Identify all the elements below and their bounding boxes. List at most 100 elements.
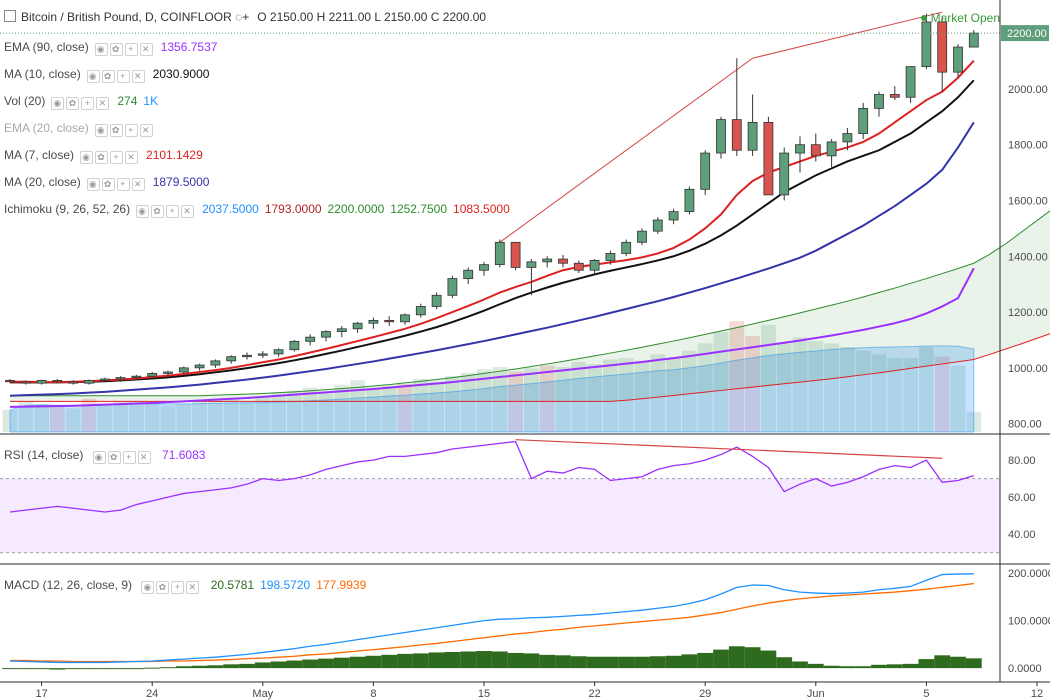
close-icon[interactable]: ✕	[125, 151, 139, 164]
macd-legend[interactable]: MACD (12, 26, close, 9) ◉ ✿ + ✕ 20.5781 198.…	[4, 577, 367, 594]
plus-icon[interactable]: +	[166, 205, 180, 218]
legend-icons[interactable]: ◉ ✿ + ✕	[136, 202, 196, 218]
symbol-title: Bitcoin / British Pound, D, COINFLOOR	[21, 10, 232, 24]
collapse-icon[interactable]	[4, 10, 16, 22]
rsi-legend-icons[interactable]: ◉ ✿ + ✕	[92, 448, 153, 464]
volume-bar	[492, 366, 508, 432]
rsi-divergence-line	[515, 439, 943, 459]
rsi-line	[9, 440, 974, 513]
close-icon[interactable]: ✕	[131, 70, 145, 83]
legend-ema20[interactable]: EMA (20, close) ◉ ✿ + ✕	[4, 120, 155, 137]
legend-icons[interactable]: ◉ ✿ + ✕	[86, 67, 147, 83]
plus-icon[interactable]: +	[124, 124, 138, 137]
plus-icon: +	[122, 451, 136, 464]
macd-signal-line	[10, 582, 974, 663]
gear-icon[interactable]: ✿	[109, 124, 123, 137]
legend-icons[interactable]: ◉ ✿ + ✕	[94, 121, 155, 137]
volume-bar	[34, 403, 49, 432]
volume-bar	[950, 365, 966, 432]
rsi-legend-value: 71.6083	[162, 448, 206, 462]
eye-icon[interactable]: ◉	[94, 43, 108, 56]
macd-legend-icons[interactable]: ◉ ✿ + ✕	[141, 578, 201, 594]
close-icon[interactable]: ✕	[181, 205, 195, 218]
macd-histogram-bar	[365, 655, 382, 669]
plus-icon[interactable]: +	[124, 43, 138, 56]
rsi-legend[interactable]: RSI (14, close) ◉ ✿ + ✕ 71.6083	[4, 447, 206, 464]
plus-icon[interactable]: +	[81, 97, 95, 110]
candle-body	[700, 152, 711, 190]
time-tick-label: 29	[699, 688, 711, 700]
candle-body	[226, 356, 237, 362]
candle-body	[968, 32, 979, 48]
candle-body	[115, 377, 126, 380]
eye-icon[interactable]: ◉	[86, 178, 100, 191]
ichimoku-span-a	[10, 210, 1050, 397]
legend-ichimoku[interactable]: Ichimoku (9, 26, 52, 26) ◉ ✿ + ✕ 2037.5000 179…	[4, 201, 510, 218]
legend-icons[interactable]: ◉ ✿ + ✕	[86, 175, 147, 191]
eye-icon: ◉	[92, 451, 106, 464]
price-tick-label: 1000.00	[1008, 363, 1048, 375]
close-icon[interactable]: ✕	[96, 97, 110, 110]
macd-legend-value: 20.5781	[210, 578, 255, 592]
price-tick-label: 1600.00	[1008, 195, 1048, 207]
legend-icons[interactable]: ◉ ✿ + ✕	[51, 94, 111, 110]
macd-histogram-bar	[744, 647, 761, 669]
candle-body	[289, 340, 300, 351]
close-icon[interactable]: ✕	[131, 178, 145, 191]
header-settings-icons[interactable]: ◌+	[235, 10, 250, 24]
legend-ma10[interactable]: MA (10, close) ◉ ✿ + ✕ 2030.9000	[4, 66, 209, 83]
gear-icon[interactable]: ✿	[101, 70, 115, 83]
eye-icon[interactable]: ◉	[51, 97, 65, 110]
volume-bar	[413, 378, 429, 432]
trend-line	[499, 11, 943, 243]
legend-icons[interactable]: ◉ ✿ + ✕	[80, 148, 140, 164]
macd-histogram-bar	[460, 651, 477, 669]
market-status-label: Market Open	[930, 11, 1000, 25]
candle-body	[637, 230, 647, 243]
macd-legend-value: 177.9939	[316, 578, 367, 592]
candle-body	[305, 336, 316, 342]
plus-icon[interactable]: +	[110, 151, 124, 164]
legend-ema90[interactable]: EMA (90, close) ◉ ✿ + ✕ 1356.7537	[4, 39, 217, 56]
candle-body	[463, 269, 474, 279]
macd-histogram-bar	[349, 656, 366, 669]
legend-ma7[interactable]: MA (7, close) ◉ ✿ + ✕ 2101.1429	[4, 147, 203, 164]
gear-icon[interactable]: ✿	[66, 97, 80, 110]
gear-icon[interactable]: ✿	[109, 43, 123, 56]
plus-icon[interactable]: +	[116, 70, 130, 83]
volume-bar	[176, 403, 192, 432]
candle-body	[447, 278, 458, 296]
macd-histogram-bar	[476, 651, 492, 669]
eye-icon[interactable]: ◉	[94, 124, 108, 137]
volume-bar	[334, 384, 350, 432]
macd-histogram-bar	[728, 646, 745, 669]
candle-body	[668, 211, 679, 221]
gear-icon[interactable]: ✿	[101, 178, 115, 191]
legend-value: 1252.7500	[390, 202, 448, 216]
macd-histogram-bar	[950, 656, 966, 669]
candle-body	[716, 119, 726, 154]
macd-histogram-bar	[2, 668, 18, 670]
eye-icon[interactable]: ◉	[86, 70, 100, 83]
candle-body	[494, 241, 505, 266]
plus-icon[interactable]: +	[116, 178, 130, 191]
legend-name: MA (10, close)	[4, 67, 81, 81]
eye-icon[interactable]: ◉	[80, 151, 94, 164]
price-tick-label: 1200.00	[1008, 307, 1048, 319]
close-icon[interactable]: ✕	[139, 43, 153, 56]
rsi-tick-label: 60.00	[1008, 492, 1036, 504]
legend-icons[interactable]: ◉ ✿ + ✕	[94, 40, 155, 56]
candle-body	[415, 306, 426, 316]
legend-value: 274	[117, 94, 138, 108]
eye-icon[interactable]: ◉	[136, 205, 150, 218]
close-icon[interactable]: ✕	[139, 124, 153, 137]
gear-icon[interactable]: ✿	[95, 151, 109, 164]
candle-body	[52, 379, 63, 383]
price-tick-label: 1400.00	[1008, 251, 1048, 263]
gear-icon[interactable]: ✿	[151, 205, 165, 218]
legend-ma20[interactable]: MA (20, close) ◉ ✿ + ✕ 1879.5000	[4, 174, 209, 191]
legend-vol[interactable]: Vol (20) ◉ ✿ + ✕ 274 1K	[4, 93, 158, 110]
ma10-line	[10, 79, 975, 384]
macd-histogram-bar	[444, 651, 461, 669]
